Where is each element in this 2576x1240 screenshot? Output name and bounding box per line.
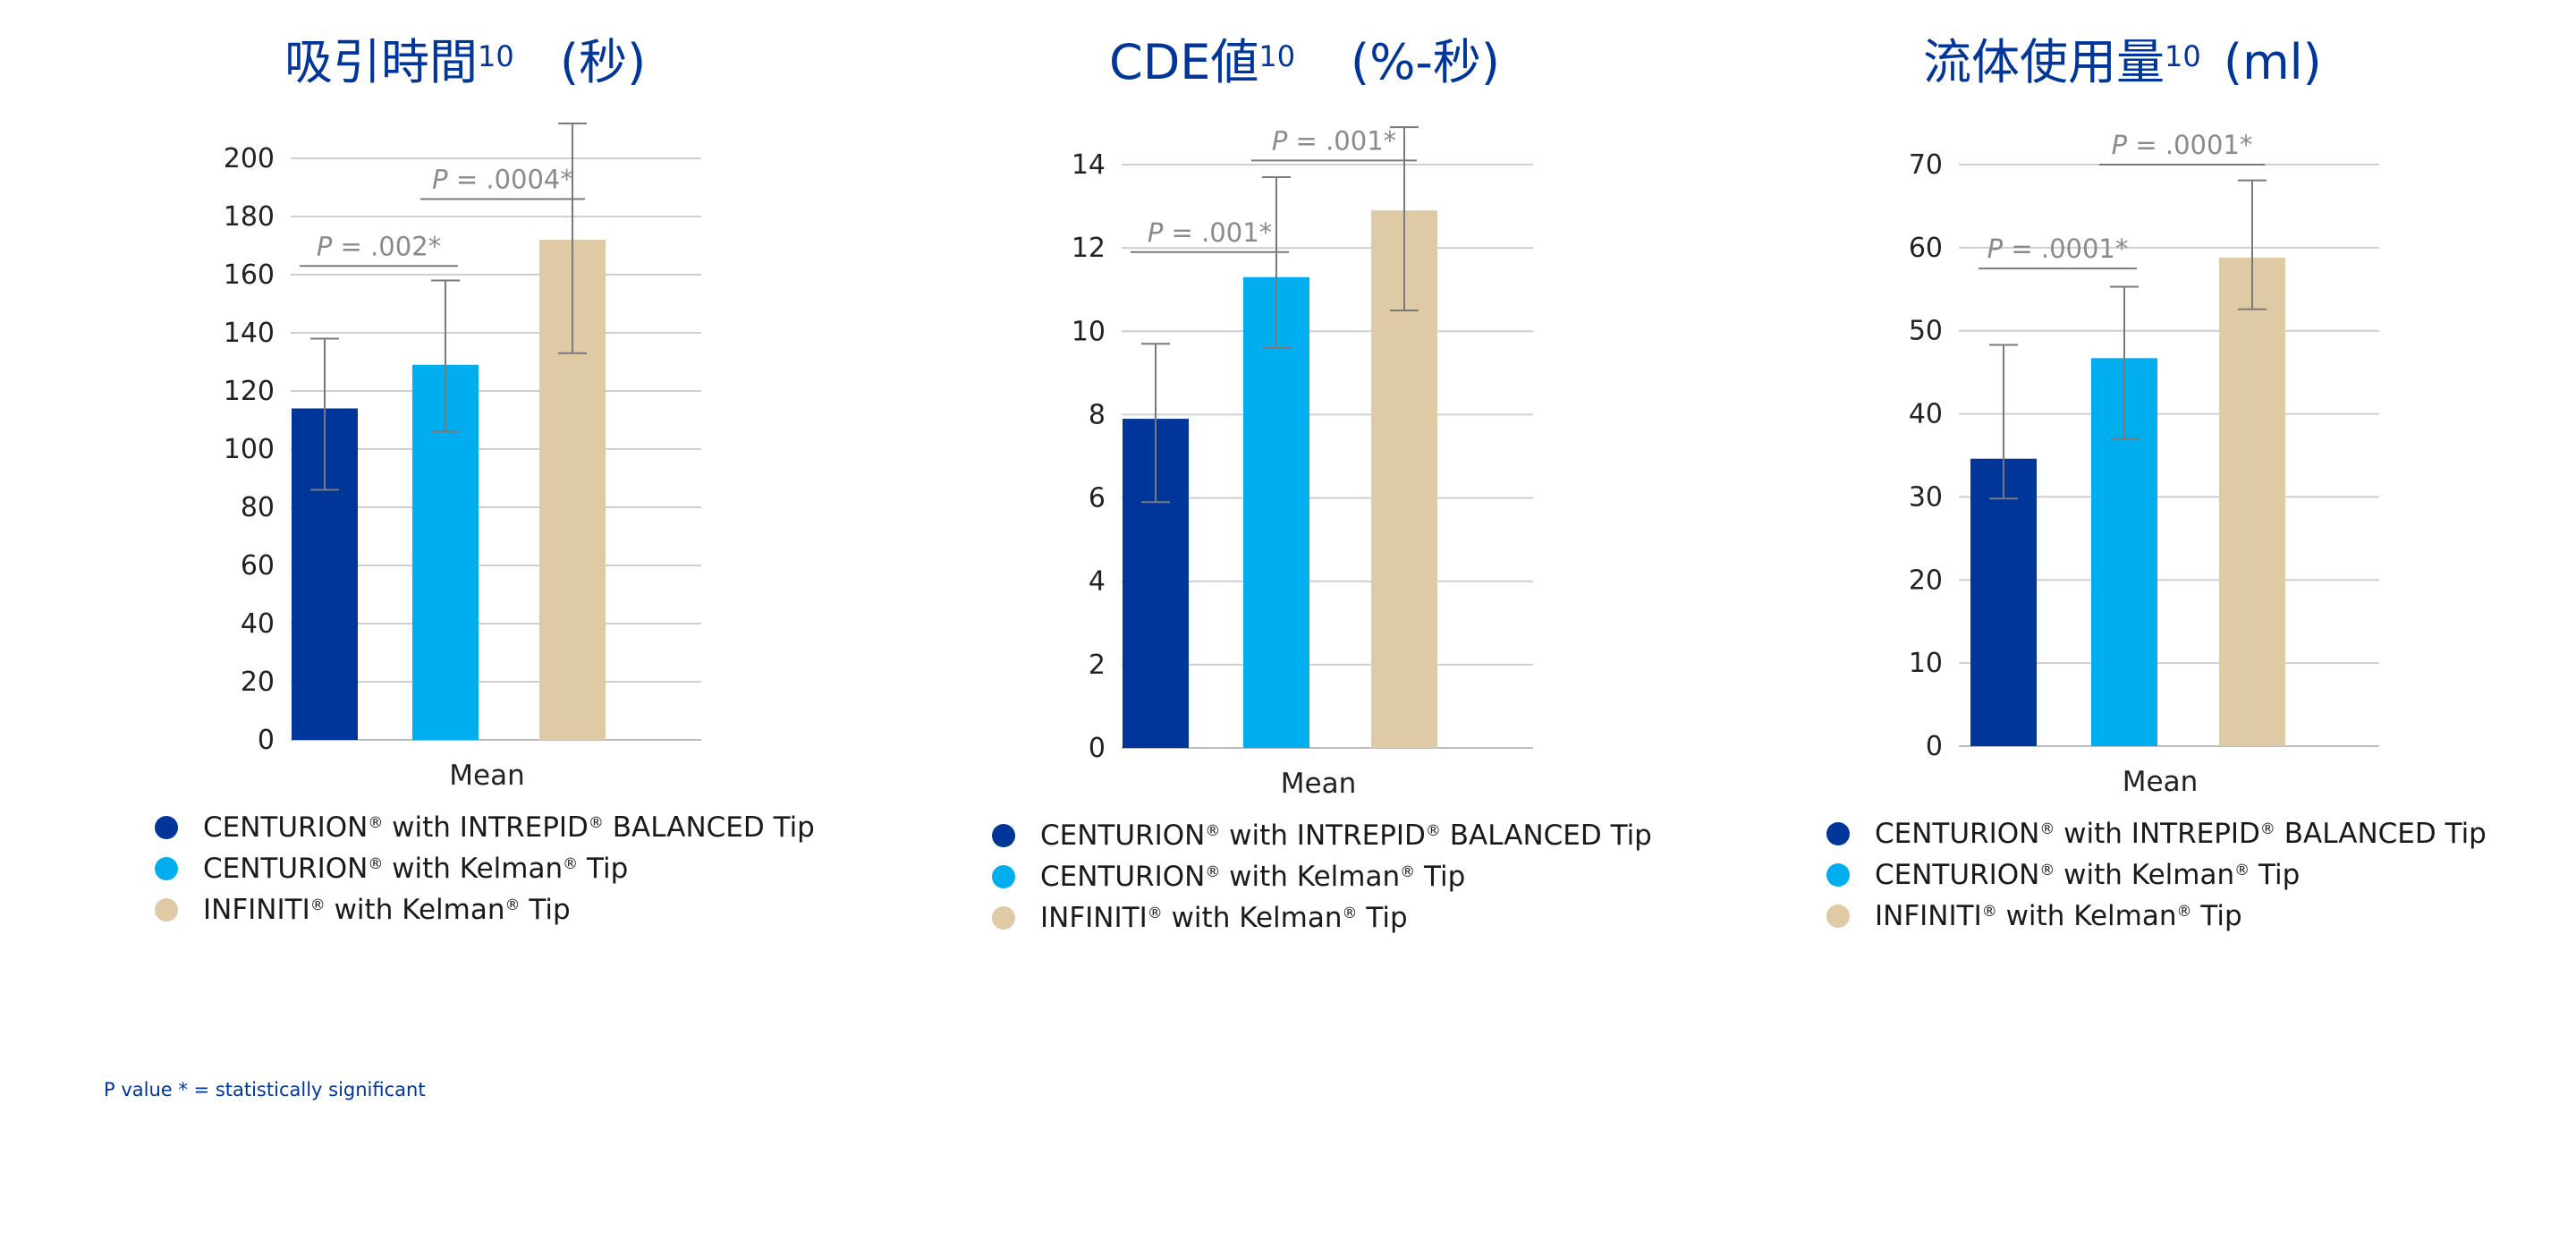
y-tick-label: 20: [1909, 565, 1943, 596]
legend-marker: [992, 824, 1015, 847]
legend-marker: [155, 898, 178, 922]
x-category-label: Mean: [2123, 766, 2198, 798]
chart-title: 吸引時間10: [284, 34, 514, 90]
bar-series-1: [1970, 458, 2037, 746]
p-value-label: P = .0001*: [1987, 234, 2129, 264]
legend-entry-3: INFINITI® with Kelman® Tip: [203, 894, 571, 926]
x-category-label: Mean: [1281, 768, 1356, 800]
y-tick-label: 12: [1072, 233, 1106, 264]
y-tick-label: 50: [1909, 316, 1943, 347]
y-tick-label: 120: [224, 376, 275, 407]
legend-marker: [155, 857, 178, 880]
x-category-label: Mean: [449, 760, 524, 792]
legend-marker: [1826, 905, 1850, 928]
y-tick-label: 60: [241, 550, 275, 582]
y-tick-label: 0: [258, 725, 275, 756]
y-tick-label: 6: [1089, 483, 1106, 514]
legend-marker: [992, 906, 1015, 930]
legend-entry-2: CENTURION® with Kelman® Tip: [1040, 861, 1465, 893]
chart-2: CDE値10 (%-秒) 0 2 4 6 8 10 12 14 P = .001* P = .001*…: [992, 34, 1652, 934]
chart-title: CDE値10: [1109, 34, 1295, 90]
bar-series-2: [1243, 276, 1309, 748]
y-tick-label: 40: [241, 608, 275, 640]
y-tick-label: 4: [1089, 566, 1106, 598]
legend-entry-1: CENTURION® with INTREPID® BALANCED Tip: [1040, 820, 1652, 852]
legend-marker: [155, 816, 178, 839]
y-tick-label: 160: [224, 259, 275, 291]
y-tick-label: 200: [224, 143, 275, 174]
chart-3: 流体使用量10 (ml) 0 10 20 30 40 50 60 70 P = .0001* P = …: [1826, 34, 2487, 932]
y-tick-label: 20: [241, 667, 275, 698]
bar-series-3: [2219, 258, 2285, 746]
y-tick-label: 10: [1072, 316, 1106, 347]
chart-1: 吸引時間10 (秒) 0 20 40 60 80 100 120 140 160 180 200 P = …: [155, 34, 815, 926]
legend-entry-3: INFINITI® with Kelman® Tip: [1875, 900, 2242, 932]
chart-title: 流体使用量10: [1923, 34, 2201, 90]
y-tick-label: 14: [1072, 149, 1106, 181]
y-tick-label: 60: [1909, 233, 1943, 264]
y-tick-label: 80: [241, 492, 275, 523]
chart-unit: (ml): [2224, 34, 2322, 90]
y-tick-label: 0: [1926, 731, 1943, 762]
legend-entry-2: CENTURION® with Kelman® Tip: [1875, 859, 2300, 891]
p-value-label: P = .001*: [1272, 125, 1396, 156]
y-tick-label: 0: [1089, 733, 1106, 764]
y-tick-label: 100: [224, 434, 275, 465]
legend-entry-1: CENTURION® with INTREPID® BALANCED Tip: [203, 811, 815, 844]
p-value-label: P = .001*: [1148, 217, 1272, 248]
y-tick-label: 70: [1909, 149, 1943, 181]
y-tick-label: 180: [224, 201, 275, 233]
chart-unit: (秒): [560, 34, 646, 90]
legend-marker: [992, 865, 1015, 888]
y-tick-label: 2: [1089, 650, 1106, 681]
legend-marker: [1826, 822, 1850, 845]
y-tick-label: 40: [1909, 399, 1943, 430]
chart-unit: (%-秒): [1351, 34, 1500, 90]
legend-marker: [1826, 863, 1850, 887]
legend-entry-2: CENTURION® with Kelman® Tip: [203, 853, 628, 885]
legend-entry-3: INFINITI® with Kelman® Tip: [1040, 902, 1408, 934]
legend-entry-1: CENTURION® with INTREPID® BALANCED Tip: [1875, 818, 2487, 850]
p-value-label: P = .0004*: [432, 165, 573, 195]
footnote: P value * = statistically significant: [104, 1079, 426, 1100]
p-value-label: P = .002*: [317, 231, 441, 261]
y-tick-label: 10: [1909, 648, 1943, 679]
y-tick-label: 140: [224, 318, 275, 349]
y-tick-label: 8: [1089, 399, 1106, 430]
p-value-label: P = .0001*: [2112, 130, 2253, 160]
y-tick-label: 30: [1909, 481, 1943, 513]
